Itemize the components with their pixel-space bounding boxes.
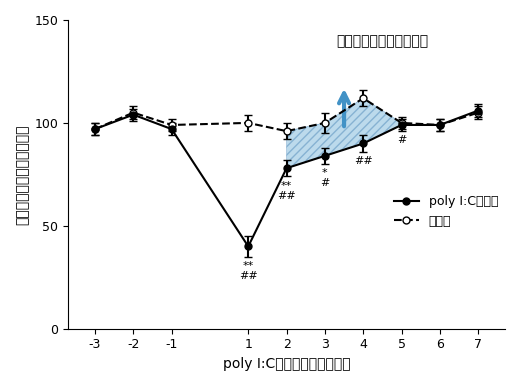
Legend: poly I:C投与群, 対照群: poly I:C投与群, 対照群 — [388, 190, 503, 232]
Text: **: ** — [281, 181, 292, 191]
Text: #: # — [320, 178, 330, 188]
Text: ##: ## — [277, 191, 296, 201]
Y-axis label: 自発行動の変動割合（％）: 自発行動の変動割合（％） — [15, 124, 29, 225]
Text: 自発行動が低下した差分: 自発行動が低下した差分 — [336, 34, 428, 48]
X-axis label: poly I:C腐腔内投与後（日）: poly I:C腐腔内投与後（日） — [223, 357, 350, 371]
Text: ##: ## — [354, 156, 373, 166]
Text: *: * — [322, 168, 328, 178]
Text: **: ** — [243, 261, 254, 271]
Text: #: # — [397, 135, 406, 145]
Text: ##: ## — [239, 271, 257, 281]
